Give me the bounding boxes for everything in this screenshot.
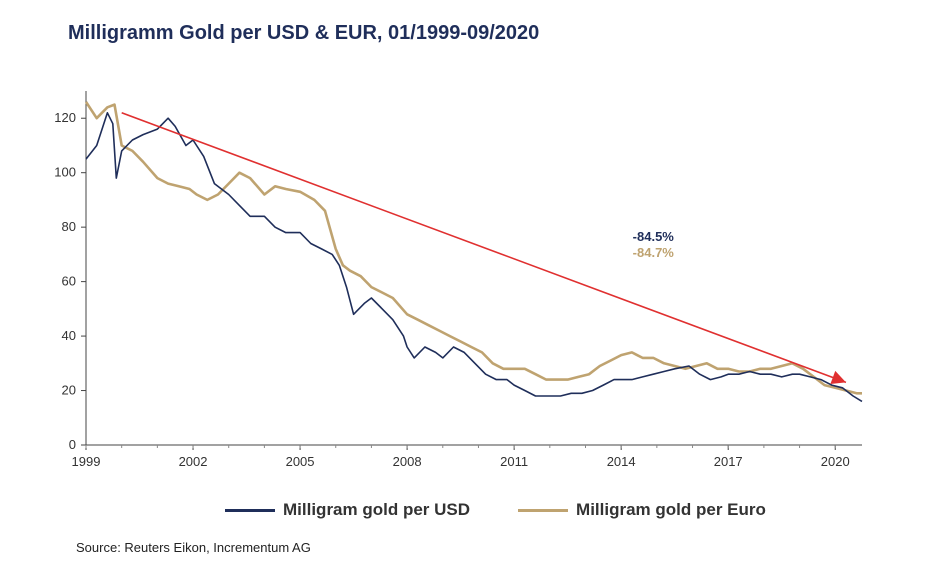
source-note: Source: Reuters Eikon, Incrementum AG (76, 540, 311, 555)
axes: 0 20 40 60 80 100 120 1999 2002 2005 2008 2011 2014 2… (54, 91, 862, 469)
legend-swatch-usd (225, 508, 275, 512)
x-tick-label: 1999 (72, 454, 101, 469)
trend-arrow-head (830, 370, 846, 385)
y-tick-label: 20 (62, 383, 76, 398)
x-tick-label: 2014 (607, 454, 636, 469)
y-tick-label: 120 (54, 110, 76, 125)
y-tick-label: 0 (69, 437, 76, 452)
legend-item-usd: Milligram gold per USD (225, 500, 470, 520)
series-lines (84, 101, 863, 403)
series-line-euro (84, 101, 862, 395)
legend-label-euro: Milligram gold per Euro (576, 500, 766, 519)
x-tick-label: 2002 (179, 454, 208, 469)
trend-arrow-line (121, 112, 847, 384)
legend: Milligram gold per USD Milligram gold pe… (225, 500, 814, 520)
y-tick-label: 60 (62, 274, 76, 289)
legend-label-usd: Milligram gold per USD (283, 500, 471, 519)
annotations: -84.5%-84.7% (121, 112, 847, 385)
x-tick-label: 2017 (714, 454, 743, 469)
x-tick-label: 2008 (393, 454, 422, 469)
x-tick-label: 2011 (500, 454, 528, 469)
y-tick-label: 80 (62, 219, 76, 234)
y-tick-label: 100 (54, 165, 76, 180)
legend-swatch-euro (518, 508, 569, 512)
legend-item-euro: Milligram gold per Euro (518, 500, 766, 520)
chart-title: Milligramm Gold per USD & EUR, 01/1999-0… (68, 22, 540, 44)
x-tick-label: 2020 (821, 454, 850, 469)
annotation-label: -84.5% (633, 229, 675, 244)
annotation-label: -84.7% (633, 245, 675, 260)
x-tick-label: 2005 (286, 454, 315, 469)
y-tick-label: 40 (62, 328, 76, 343)
series-line-usd (85, 112, 863, 403)
